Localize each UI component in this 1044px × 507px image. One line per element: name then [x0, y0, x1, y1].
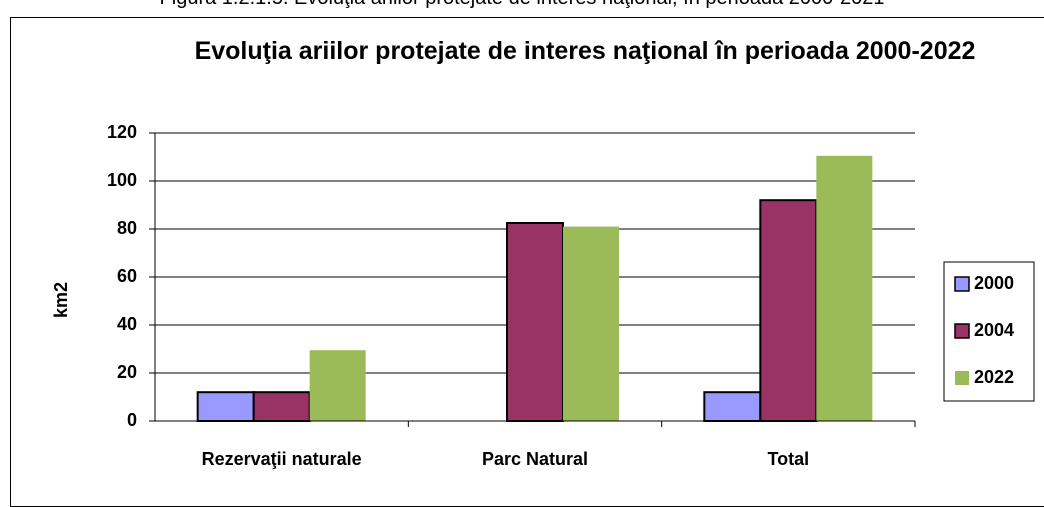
bar — [563, 226, 619, 421]
y-tick-label: 20 — [117, 362, 137, 382]
x-tick-label: Total — [767, 449, 809, 469]
y-tick-label: 120 — [107, 122, 137, 142]
x-tick-label: Parc Natural — [482, 449, 588, 469]
bar — [816, 155, 873, 422]
legend-label: 2022 — [974, 367, 1014, 387]
legend-swatch — [955, 371, 969, 385]
legend-box — [943, 261, 1035, 402]
y-tick-label: 80 — [117, 218, 137, 238]
legend-swatch — [954, 323, 970, 339]
bar — [759, 199, 818, 422]
bar — [703, 391, 762, 423]
bar — [506, 222, 564, 422]
legend-label: 2004 — [974, 320, 1014, 340]
legend-swatch — [954, 276, 970, 292]
bar — [252, 391, 311, 423]
y-tick-label: 0 — [127, 410, 137, 430]
bar — [309, 350, 366, 421]
y-tick-label: 100 — [107, 170, 137, 190]
legend-label: 2000 — [974, 273, 1014, 293]
x-tick-label: Rezervaţii naturale — [202, 449, 362, 469]
y-tick-label: 60 — [117, 266, 137, 286]
chart-title: Evoluţia ariilor protejate de interes na… — [194, 37, 976, 65]
y-tick-label: 40 — [117, 314, 137, 334]
caption: Figura 1.2.1.5. Evoluţia ariilor proteja… — [0, 0, 1044, 10]
bar — [196, 391, 255, 423]
y-axis-label: km2 — [51, 282, 71, 318]
